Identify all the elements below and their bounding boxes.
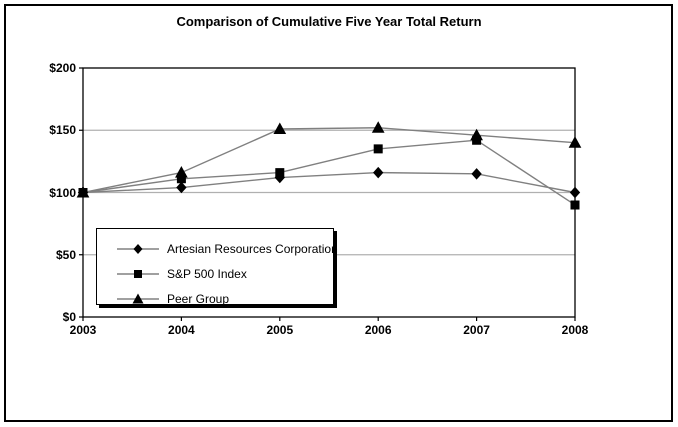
legend-label: S&P 500 Index [167, 266, 247, 281]
series-line [82, 127, 576, 194]
triangle-data-marker [371, 121, 385, 133]
x-tick-label: 2007 [463, 323, 490, 337]
y-tick-label: $50 [55, 247, 76, 262]
series-line [82, 171, 576, 194]
y-tick-label: $0 [62, 310, 76, 324]
triangle-data-marker [76, 185, 90, 198]
legend-label: Peer Group [167, 291, 230, 306]
y-tick-label: $200 [49, 61, 76, 75]
x-tick-label: 2006 [364, 323, 392, 337]
legend-item: Artesian Resources Corporation [117, 236, 338, 261]
series-line [82, 139, 576, 206]
square-icon [117, 269, 159, 278]
square-data-marker [275, 168, 285, 178]
square-data-marker [570, 200, 580, 210]
y-tick-label: $150 [49, 123, 76, 138]
y-tick-label: $100 [49, 185, 76, 200]
triangle-data-marker [568, 136, 582, 148]
triangle-data-marker [175, 166, 188, 178]
x-tick-label: 2004 [168, 323, 195, 337]
x-tick-label: 2005 [266, 323, 294, 337]
legend: Artesian Resources Corporation S&P 500 In… [96, 228, 338, 306]
triangle-icon [117, 293, 159, 303]
diamond-icon [117, 243, 159, 254]
diamond-data-marker [176, 181, 187, 194]
diamond-data-marker [569, 186, 581, 199]
x-tick-label: 2003 [69, 323, 97, 337]
x-tick-label: 2008 [561, 323, 589, 337]
triangle-data-marker [273, 122, 287, 135]
triangle-data-marker [470, 128, 483, 141]
legend-label: Artesian Resources Corporation [167, 241, 338, 256]
square-data-marker [373, 144, 383, 154]
diamond-data-marker [373, 166, 384, 179]
legend-item: Peer Group [117, 286, 333, 311]
legend-item: S&P 500 Index [117, 261, 333, 286]
chart-title: Comparison of Cumulative Five Year Total… [176, 14, 482, 29]
diamond-data-marker [471, 168, 482, 180]
